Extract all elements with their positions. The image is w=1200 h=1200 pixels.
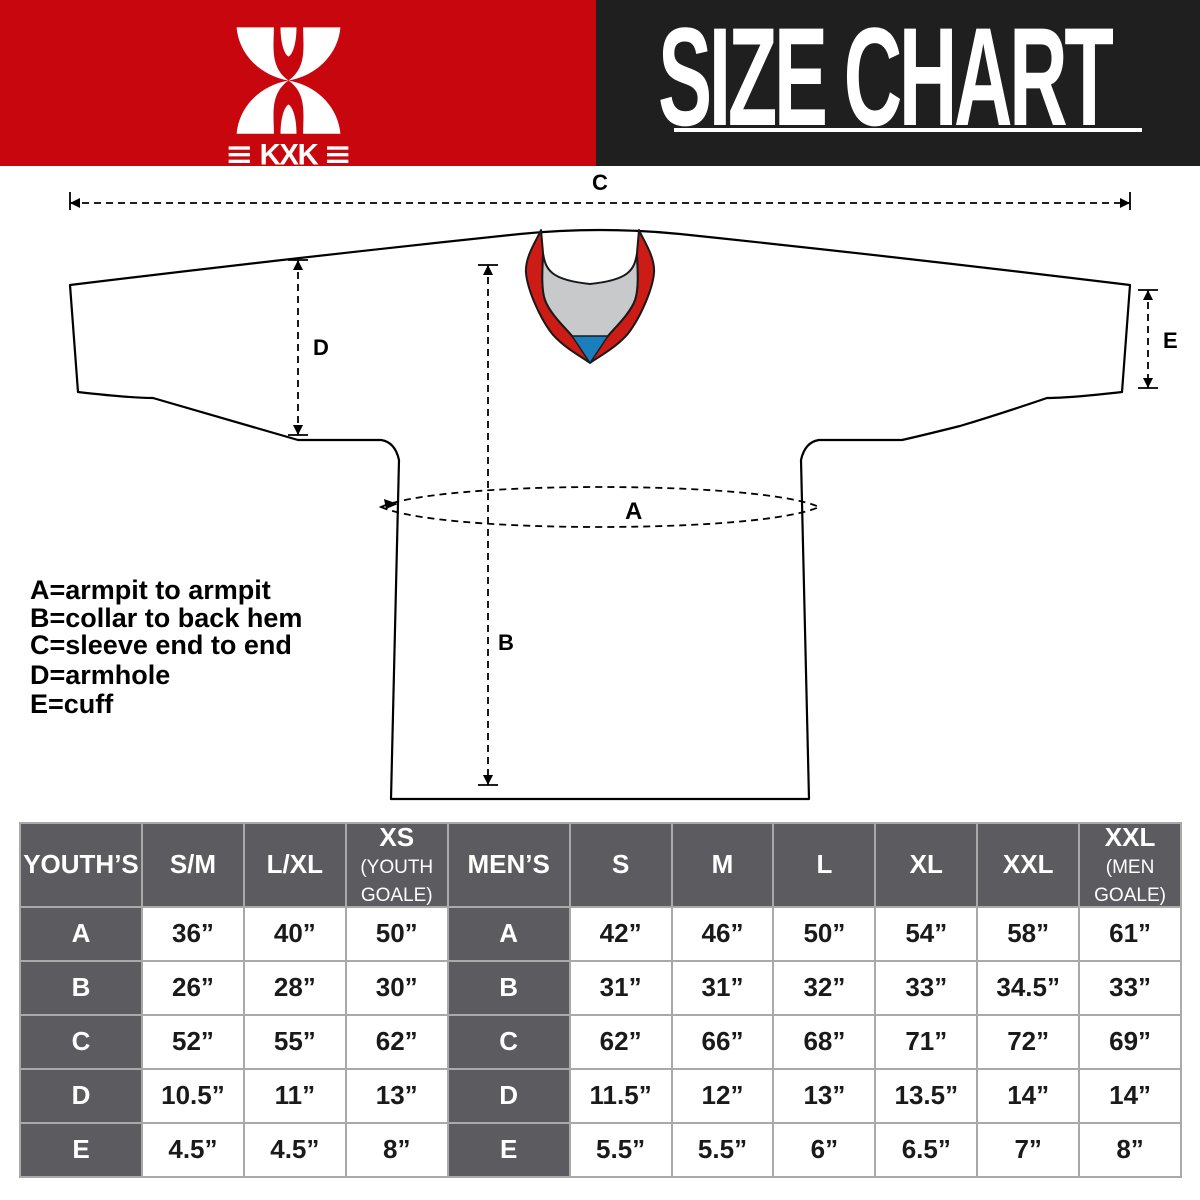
svg-text:C=sleeve end to end: C=sleeve end to end (30, 630, 292, 660)
svg-text:E=cuff: E=cuff (30, 689, 114, 719)
svg-text:D=armhole: D=armhole (30, 660, 170, 690)
svg-text:D: D (313, 335, 329, 360)
svg-text:A: A (625, 498, 642, 525)
svg-text:E: E (1163, 328, 1178, 353)
svg-text:B=collar to back hem: B=collar to back hem (30, 603, 302, 633)
svg-text:A=armpit to armpit: A=armpit to armpit (30, 575, 271, 605)
svg-text:C: C (592, 170, 608, 195)
svg-text:B: B (498, 630, 514, 655)
svg-text:KXK: KXK (260, 139, 319, 171)
